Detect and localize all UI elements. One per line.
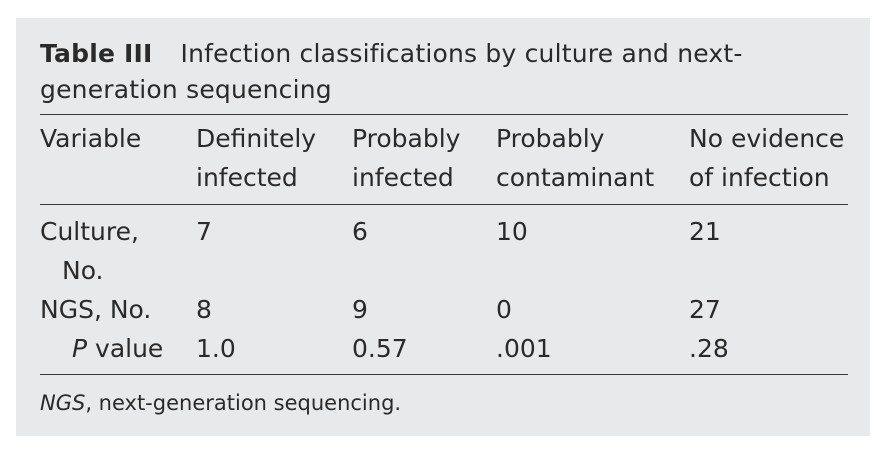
table-label: Table III: [40, 39, 153, 68]
table-title-line1: Infection classifications by culture and…: [180, 39, 743, 68]
table-cell: 6: [352, 217, 368, 246]
header-definitely-infected: Definitely infected: [196, 124, 317, 192]
header-probably-contaminant: Probably contaminant: [496, 124, 655, 192]
table-cell: 0: [496, 295, 512, 324]
table-cell: 8: [196, 295, 212, 324]
table-panel: Table III Infection classifications by cu…: [16, 18, 870, 436]
table-cell: 21: [689, 217, 721, 246]
table-cell: .28: [689, 334, 729, 363]
table-cell: .001: [496, 334, 552, 363]
row-culture-label: Culture, No.: [40, 217, 139, 285]
row-ngs-label: NGS, No.: [40, 295, 152, 324]
table-cell: 1.0: [196, 334, 236, 363]
table-footnote: NGS, next-generation sequencing.: [40, 391, 402, 415]
row-p-value-label: P value: [72, 334, 164, 363]
header-rule: [40, 204, 848, 205]
table-cell: 27: [689, 295, 721, 324]
header-probably-infected: Probably infected: [352, 124, 461, 192]
table-cell: 7: [196, 217, 212, 246]
table-title-line2: generation sequencing: [40, 75, 332, 104]
table-cell: 10: [496, 217, 528, 246]
bottom-rule: [40, 374, 848, 375]
table-caption: Table III Infection classifications by cu…: [40, 36, 850, 108]
header-no-evidence: No evidence of infection: [689, 124, 845, 192]
table-cell: 9: [352, 295, 368, 324]
top-rule: [40, 114, 848, 115]
table-cell: 0.57: [352, 334, 408, 363]
header-variable: Variable: [40, 124, 142, 153]
